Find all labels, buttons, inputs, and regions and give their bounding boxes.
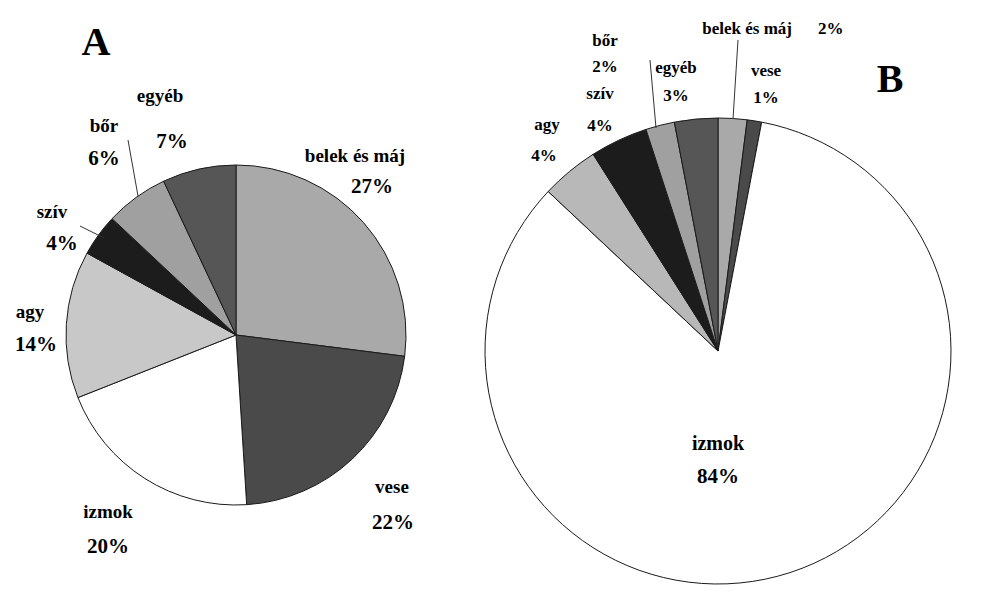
slice-label: belek és máj xyxy=(702,19,792,38)
slice-label: izmok xyxy=(692,432,745,454)
slice-label: bőr xyxy=(592,31,618,50)
data-label: 14% xyxy=(15,332,57,356)
chart-title: A xyxy=(82,19,111,64)
slices xyxy=(66,165,406,505)
data-label: 4% xyxy=(46,231,78,255)
data-label: 4% xyxy=(587,116,613,135)
slice-label: izmok xyxy=(83,501,133,522)
data-label: 7% xyxy=(156,129,188,153)
data-label: 3% xyxy=(663,86,689,105)
data-label: 2% xyxy=(592,57,618,76)
slice-label: egyéb xyxy=(137,85,183,106)
labels: belek és máj 27% vese 22% izmok 20% agy 14% szív… xyxy=(15,85,414,558)
slice-label: vese xyxy=(751,61,782,80)
slice-label: bőr xyxy=(90,115,119,136)
labels: belek és máj 2% vese 1% izmok 84% agy 4% szív 4% b… xyxy=(531,19,843,488)
data-label: 6% xyxy=(88,146,120,170)
slice-label: egyéb xyxy=(655,58,697,77)
leader-line xyxy=(80,226,104,238)
slices xyxy=(485,118,951,584)
pie-chart: Abelek és máj 27% vese 22% izmok 20% agy 14% szí… xyxy=(15,19,414,558)
slice-label: szív xyxy=(586,84,614,103)
data-label: 1% xyxy=(753,88,779,107)
data-label: 2% xyxy=(818,19,844,38)
pie-slice xyxy=(236,165,406,356)
data-label: 22% xyxy=(372,510,414,534)
data-label: 20% xyxy=(87,534,129,558)
chart-canvas: Abelek és máj 27% vese 22% izmok 20% agy 14% szí… xyxy=(0,0,998,603)
slice-label: agy xyxy=(16,301,45,322)
pie-slice xyxy=(674,118,718,351)
data-label: 4% xyxy=(531,146,557,165)
pie-slice xyxy=(164,165,236,335)
slice-label: vese xyxy=(375,476,409,497)
slice-label: agy xyxy=(534,115,560,134)
chart-title: B xyxy=(877,56,904,101)
slice-label: belek és máj xyxy=(305,145,405,166)
slice-label: szív xyxy=(37,201,68,222)
leader-line xyxy=(733,40,738,119)
leader-line xyxy=(128,140,138,196)
data-label: 84% xyxy=(697,464,739,488)
data-label: 27% xyxy=(351,174,393,198)
pie-chart: Bbelek és máj 2% vese 1% izmok 84% agy 4% szív 4%… xyxy=(485,19,951,584)
